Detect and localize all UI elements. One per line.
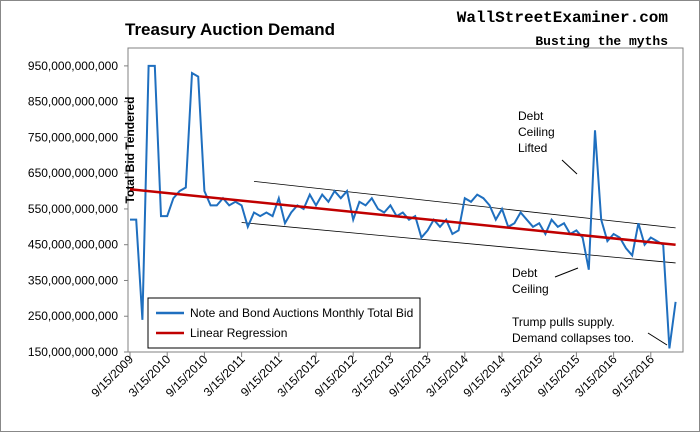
y-tick-label: 850,000,000,000: [28, 95, 118, 109]
annotation: Demand collapses too.: [512, 331, 634, 345]
annotation: Ceiling: [512, 282, 549, 296]
arrow: [647, 332, 668, 346]
y-axis-label: Total Bid Tendered: [123, 97, 137, 204]
y-tick-label: 450,000,000,000: [28, 238, 118, 252]
chart-title: Treasury Auction Demand: [125, 20, 335, 39]
annotation: Lifted: [518, 141, 547, 155]
y-tick-label: 950,000,000,000: [28, 59, 118, 73]
watermark: WallStreetExaminer.com: [457, 9, 669, 27]
channel-line: [241, 222, 676, 264]
annotation: Trump pulls supply.: [512, 315, 615, 329]
legend-label: Linear Regression: [190, 326, 287, 340]
legend: [147, 297, 421, 349]
data-line: [130, 64, 677, 349]
annotation: Ceiling: [518, 125, 555, 139]
y-tick-label: 350,000,000,000: [28, 273, 118, 287]
channel-line: [253, 181, 676, 229]
y-tick-label: 550,000,000,000: [28, 202, 118, 216]
annotation: Debt: [512, 266, 538, 280]
legend-label: Note and Bond Auctions Monthly Total Bid: [190, 306, 413, 320]
tagline: Busting the myths: [535, 34, 668, 49]
arrow: [561, 159, 578, 175]
regression-line: [129, 188, 676, 246]
y-tick-label: 150,000,000,000: [28, 345, 118, 359]
y-tick-label: 250,000,000,000: [28, 309, 118, 323]
arrow: [554, 267, 579, 278]
y-tick-label: 650,000,000,000: [28, 166, 118, 180]
y-tick-label: 750,000,000,000: [28, 130, 118, 144]
annotation: Debt: [518, 109, 544, 123]
